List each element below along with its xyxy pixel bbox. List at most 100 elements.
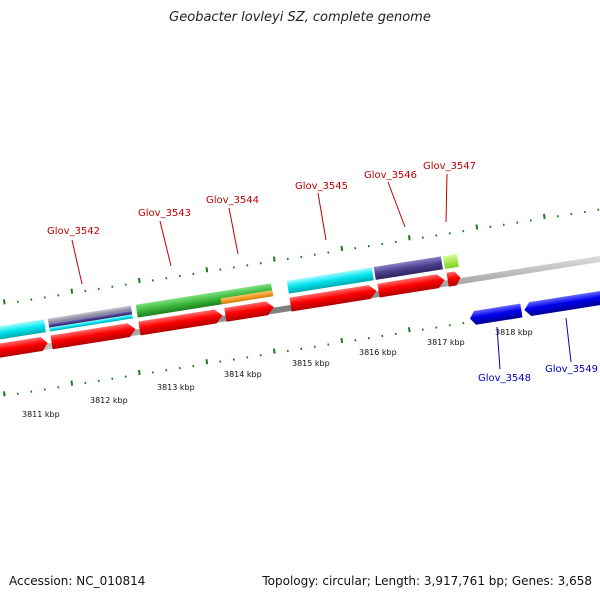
minor-tick bbox=[232, 266, 235, 269]
gene-track bbox=[0, 271, 600, 362]
reverse-leader-lines bbox=[496, 317, 572, 370]
major-tick bbox=[408, 327, 411, 333]
forward-gene-labels: Glov_3542 Glov_3543 Glov_3544 Glov_3545 … bbox=[47, 161, 476, 237]
gene-label[interactable]: Glov_3549 bbox=[545, 364, 598, 375]
gene-arrow-glov-3547[interactable] bbox=[446, 271, 462, 287]
forward-leader-lines bbox=[71, 173, 448, 285]
feature-block-purple bbox=[48, 310, 133, 328]
major-tick bbox=[138, 277, 141, 284]
minor-tick bbox=[111, 377, 114, 380]
scale-label: 3811 kbp bbox=[22, 410, 60, 419]
minor-tick bbox=[367, 244, 370, 248]
scale-label: 3816 kbp bbox=[359, 348, 397, 357]
major-tick bbox=[543, 213, 546, 219]
minor-tick bbox=[489, 225, 492, 229]
minor-tick bbox=[435, 326, 438, 329]
minor-tick bbox=[421, 236, 424, 239]
gene-label[interactable]: Glov_3548 bbox=[478, 373, 531, 384]
minor-tick bbox=[30, 390, 33, 393]
major-tick bbox=[70, 380, 74, 386]
gene-label[interactable]: Glov_3542 bbox=[47, 226, 100, 237]
scale-label: 3812 kbp bbox=[90, 396, 128, 405]
minor-tick bbox=[354, 339, 357, 342]
minor-tick bbox=[448, 324, 451, 327]
gene-arrow-glov-3544[interactable] bbox=[224, 300, 275, 322]
minor-tick bbox=[354, 247, 357, 250]
minor-tick bbox=[124, 283, 127, 286]
minor-tick bbox=[583, 210, 586, 214]
minor-tick bbox=[394, 240, 397, 244]
minor-tick bbox=[300, 255, 303, 259]
minor-tick bbox=[327, 343, 330, 346]
minor-tick bbox=[259, 262, 262, 265]
minor-tick bbox=[165, 276, 168, 280]
gene-arrow-glov-3543[interactable] bbox=[138, 308, 223, 336]
minor-tick bbox=[394, 332, 397, 336]
feature-block-cyan-large bbox=[286, 267, 374, 294]
gene-label[interactable]: Glov_3545 bbox=[295, 181, 348, 192]
gene-label[interactable]: Glov_3544 bbox=[206, 195, 259, 206]
minor-tick bbox=[462, 321, 465, 325]
minor-tick bbox=[219, 360, 222, 363]
reverse-gene-labels: Glov_3548 Glov_3549 bbox=[478, 364, 598, 384]
minor-tick bbox=[16, 392, 19, 395]
minor-tick bbox=[151, 279, 154, 282]
gene-arrow-glov-3541[interactable] bbox=[0, 336, 49, 362]
gene-arrow-glov-3545[interactable] bbox=[289, 284, 377, 312]
minor-tick bbox=[556, 214, 559, 218]
map-title: Geobacter lovleyi SZ, complete genome bbox=[169, 10, 431, 25]
minor-tick bbox=[421, 328, 424, 331]
minor-tick bbox=[246, 264, 249, 267]
minor-tick bbox=[178, 366, 181, 370]
gene-label[interactable]: Glov_3546 bbox=[364, 170, 417, 181]
minor-tick bbox=[313, 345, 316, 348]
feature-block-orange bbox=[220, 290, 274, 305]
major-tick bbox=[340, 337, 344, 344]
minor-tick bbox=[43, 388, 46, 391]
minor-tick bbox=[219, 268, 222, 271]
feature-block-cyan-small bbox=[49, 314, 133, 332]
minor-tick bbox=[300, 347, 303, 351]
minor-tick bbox=[16, 300, 19, 303]
minor-tick bbox=[151, 371, 154, 374]
gene-arrow-glov-3542[interactable] bbox=[50, 322, 136, 350]
forward-tick-row bbox=[3, 208, 600, 305]
major-tick bbox=[205, 359, 209, 365]
minor-tick bbox=[178, 274, 181, 278]
major-tick bbox=[340, 245, 344, 252]
major-tick bbox=[273, 348, 276, 354]
minor-tick bbox=[165, 368, 168, 372]
minor-tick bbox=[30, 298, 33, 301]
minor-tick bbox=[597, 208, 600, 212]
gene-label[interactable]: Glov_3543 bbox=[138, 208, 191, 219]
minor-tick bbox=[246, 356, 249, 359]
feature-track bbox=[0, 253, 459, 342]
minor-tick bbox=[462, 229, 465, 233]
major-tick bbox=[3, 391, 6, 397]
scale-label: 3818 kbp bbox=[495, 328, 533, 337]
scale-label: 3815 kbp bbox=[292, 359, 330, 368]
minor-tick bbox=[286, 257, 289, 261]
feature-block-grey bbox=[47, 305, 132, 324]
minor-tick bbox=[327, 251, 330, 254]
gene-arrow-glov-3546[interactable] bbox=[377, 273, 445, 298]
gene-arrow-glov-3549[interactable] bbox=[523, 289, 600, 317]
scale-label: 3813 kbp bbox=[157, 383, 195, 392]
major-tick bbox=[273, 256, 276, 262]
minor-tick bbox=[97, 379, 100, 383]
gene-label[interactable]: Glov_3547 bbox=[423, 161, 476, 172]
major-tick bbox=[408, 235, 411, 241]
minor-tick bbox=[313, 253, 316, 256]
feature-block-green bbox=[135, 283, 274, 318]
minor-tick bbox=[57, 386, 60, 389]
minor-tick bbox=[192, 364, 195, 368]
major-tick bbox=[475, 224, 479, 230]
gene-arrow-glov-3548[interactable] bbox=[469, 303, 523, 326]
minor-tick bbox=[286, 349, 289, 353]
accession-text: Accession: NC_010814 bbox=[9, 574, 146, 588]
minor-tick bbox=[570, 212, 573, 216]
minor-tick bbox=[111, 285, 114, 288]
minor-tick bbox=[381, 334, 384, 338]
minor-tick bbox=[232, 358, 235, 361]
